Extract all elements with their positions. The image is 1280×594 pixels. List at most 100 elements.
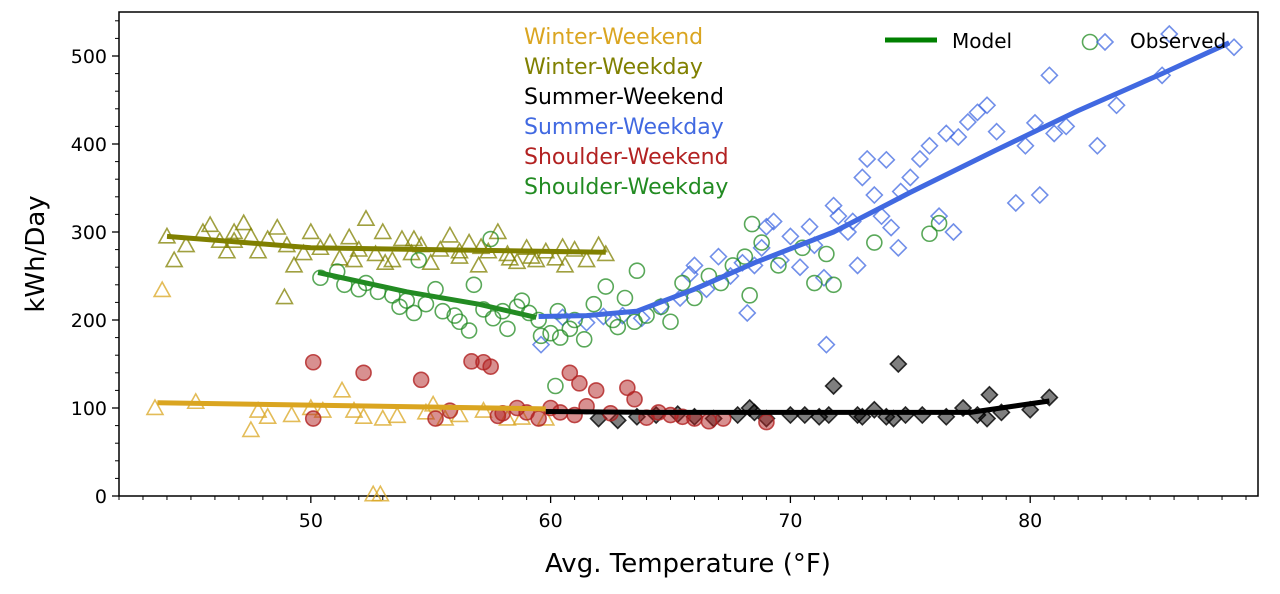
shoulder-weekend-point [700, 412, 718, 430]
summer-weekday-point [1088, 136, 1107, 155]
shoulder-weekend-point [482, 358, 499, 375]
shoulder-weekday-point [532, 327, 550, 345]
shoulder-weekend-point [561, 364, 579, 382]
winter-weekday-point [344, 250, 364, 268]
winter-weekday-point [284, 255, 304, 273]
summer-weekday-point [1016, 136, 1035, 155]
x-tick-label: 60 [539, 510, 563, 532]
summer-weekday-point [853, 168, 872, 187]
shoulder-weekday-point [405, 304, 423, 322]
winter-weekday-point [275, 287, 294, 305]
shoulder-weekday-point [547, 377, 564, 395]
winter-weekday-point [404, 229, 424, 247]
summer-weekend-point [1021, 400, 1040, 419]
winter-weekend-point [354, 407, 373, 425]
summer-weekday-point [929, 207, 949, 226]
shoulder-weekday-point [551, 329, 569, 346]
summer-weekend-model-line [545, 398, 1050, 415]
shoulder-weekday-point [499, 320, 516, 338]
winter-weekday-point [356, 209, 376, 226]
y-tick-label: 500 [71, 46, 107, 68]
shoulder-weekday-point [513, 292, 531, 309]
shoulder-weekday-point [585, 295, 603, 313]
summer-weekend-point [980, 385, 999, 404]
winter-weekday-point [224, 222, 244, 240]
y-tick-label: 200 [71, 310, 107, 332]
shoulder-weekday-point [921, 225, 938, 243]
legend-model-label: Model [952, 29, 1012, 53]
winter-weekday-point [471, 237, 491, 255]
summer-weekday-point [937, 124, 956, 143]
summer-weekday-point [987, 122, 1006, 141]
summer-weekday-point [848, 256, 867, 275]
summer-weekday-point [1160, 24, 1179, 44]
winter-weekend-point [152, 280, 172, 298]
y-tick-label: 100 [71, 398, 107, 420]
shoulder-weekday-point [482, 230, 499, 248]
winter-weekday-point [522, 246, 541, 264]
shoulder-weekday-point [465, 276, 483, 294]
shoulder-weekend-point [571, 375, 588, 392]
winter-weekday-point [440, 225, 460, 243]
shoulder-weekday-point [741, 287, 758, 304]
summer-weekday-point [829, 207, 848, 226]
x-tick-label: 50 [299, 510, 323, 532]
shoulder-weekday-point [806, 274, 823, 292]
legend-series-summer-weekend: Summer-Weekend [524, 85, 724, 110]
shoulder-weekday-point [736, 248, 754, 265]
summer-weekday-point [800, 217, 819, 236]
winter-weekday-point [392, 229, 412, 247]
winter-weekday-point [565, 239, 584, 257]
summer-weekday-point [877, 150, 896, 169]
legend-series-winter-weekday: Winter-Weekday [524, 55, 703, 80]
winter-weekday-point [577, 250, 596, 268]
summer-weekday-point [1057, 117, 1076, 136]
winter-weekend-point [387, 406, 407, 424]
shoulder-weekday-point [312, 269, 329, 287]
legend-series-shoulder-weekend: Shoulder-Weekend [524, 145, 729, 170]
summer-weekday-point [1040, 66, 1059, 85]
winter-weekend-point [344, 400, 364, 418]
shoulder-weekend-point [427, 410, 444, 427]
shoulder-weekday-point [674, 274, 691, 292]
summer-weekday-point [577, 313, 596, 332]
shoulder-weekday-point [770, 257, 787, 274]
summer-weekday-point [944, 222, 963, 242]
shoulder-weekday-point [825, 276, 842, 294]
winter-weekend-point [248, 400, 268, 418]
shoulder-weekday-point [575, 331, 593, 348]
shoulder-weekday-point [743, 215, 761, 233]
summer-weekend-point [977, 409, 997, 428]
x-tick-label: 80 [1018, 510, 1042, 532]
winter-weekend-point [241, 420, 261, 438]
shoulder-weekday-point [434, 302, 452, 320]
summer-weekday-point [764, 212, 783, 231]
summer-weekday-point [920, 136, 939, 155]
summer-weekday-point [1006, 193, 1025, 213]
summer-weekday-model-line [538, 40, 1231, 319]
winter-weekday-point [507, 252, 527, 270]
winter-weekday-point [164, 250, 184, 268]
summer-weekday-point [771, 251, 790, 270]
shoulder-weekend-point [530, 410, 547, 427]
shoulder-weekday-model-line [317, 270, 537, 320]
summer-weekday-point [1045, 124, 1064, 143]
winter-weekday-point [546, 248, 565, 266]
shoulder-weekend-point [355, 364, 372, 382]
summer-weekend-point [824, 376, 843, 396]
winter-weekday-point [267, 217, 287, 235]
shoulder-weekday-point [410, 251, 428, 269]
shoulder-weekday-point [460, 322, 478, 339]
winter-weekday-point [500, 248, 520, 266]
shoulder-weekend-point [304, 410, 322, 427]
winter-weekday-point [234, 213, 254, 231]
winter-weekday-point [176, 235, 196, 253]
shoulder-weekend-point [587, 382, 605, 399]
shoulder-weekday-point [561, 320, 579, 338]
summer-weekday-point [1107, 96, 1126, 115]
summer-weekday-point [901, 168, 920, 187]
summer-weekday-point [814, 268, 834, 287]
shoulder-weekend-point [626, 390, 643, 408]
shoulder-weekday-point [628, 262, 646, 280]
